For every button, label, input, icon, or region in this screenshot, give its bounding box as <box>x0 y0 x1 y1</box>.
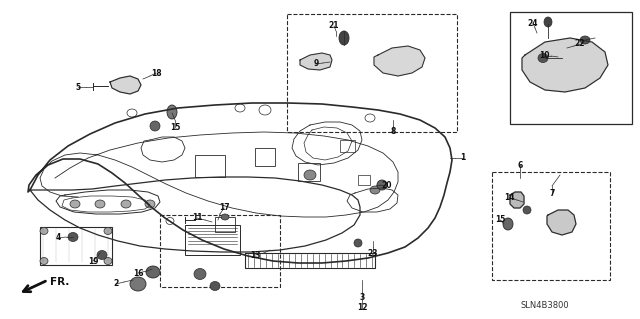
Text: 2: 2 <box>113 279 118 288</box>
Bar <box>255 148 275 166</box>
Ellipse shape <box>40 257 48 264</box>
Ellipse shape <box>121 200 131 208</box>
Ellipse shape <box>104 257 112 264</box>
Text: 24: 24 <box>528 19 538 27</box>
Ellipse shape <box>95 200 105 208</box>
Polygon shape <box>547 210 576 235</box>
Text: 20: 20 <box>381 182 392 190</box>
Ellipse shape <box>354 239 362 247</box>
Ellipse shape <box>40 227 48 234</box>
Bar <box>287 14 457 132</box>
Bar <box>185 225 240 255</box>
Ellipse shape <box>70 200 80 208</box>
Ellipse shape <box>145 200 155 208</box>
Bar <box>160 215 280 287</box>
Text: SLN4B3800: SLN4B3800 <box>521 300 570 309</box>
Polygon shape <box>374 46 425 76</box>
Text: 22: 22 <box>575 40 585 48</box>
Ellipse shape <box>146 266 160 278</box>
Ellipse shape <box>538 54 548 63</box>
Text: 17: 17 <box>219 204 229 212</box>
Ellipse shape <box>221 214 229 220</box>
Ellipse shape <box>167 105 177 119</box>
Text: 9: 9 <box>314 60 319 69</box>
Bar <box>510 12 632 124</box>
Ellipse shape <box>68 233 78 241</box>
Bar <box>492 172 610 280</box>
Bar <box>340 140 355 152</box>
Text: 8: 8 <box>390 128 396 137</box>
Ellipse shape <box>304 170 316 180</box>
Bar <box>40 227 112 265</box>
Polygon shape <box>510 192 524 208</box>
Bar <box>195 155 225 177</box>
Text: 11: 11 <box>192 213 202 222</box>
Ellipse shape <box>544 17 552 27</box>
Text: 15: 15 <box>170 122 180 131</box>
Ellipse shape <box>130 277 146 291</box>
Text: 23: 23 <box>368 249 378 257</box>
Polygon shape <box>110 76 141 94</box>
Text: 4: 4 <box>56 234 61 242</box>
Text: 16: 16 <box>132 269 143 278</box>
Bar <box>358 175 370 185</box>
Ellipse shape <box>194 269 206 279</box>
Ellipse shape <box>97 250 107 259</box>
Ellipse shape <box>370 186 380 194</box>
Text: FR.: FR. <box>50 277 69 287</box>
Ellipse shape <box>580 36 590 44</box>
Polygon shape <box>522 38 608 92</box>
Bar <box>298 163 320 181</box>
Ellipse shape <box>210 281 220 291</box>
Ellipse shape <box>523 206 531 214</box>
Ellipse shape <box>150 121 160 131</box>
Bar <box>215 217 235 232</box>
Text: 6: 6 <box>517 160 523 169</box>
Ellipse shape <box>339 31 349 45</box>
Text: 12: 12 <box>356 303 367 313</box>
Text: 15: 15 <box>495 216 505 225</box>
Text: 1: 1 <box>460 153 466 162</box>
Polygon shape <box>300 53 332 70</box>
Text: 7: 7 <box>549 189 555 197</box>
Text: 21: 21 <box>329 21 339 31</box>
Text: 3: 3 <box>360 293 365 301</box>
Text: 14: 14 <box>504 194 515 203</box>
Text: 13: 13 <box>250 250 260 259</box>
Text: 18: 18 <box>150 69 161 78</box>
Ellipse shape <box>377 180 387 190</box>
Ellipse shape <box>503 218 513 230</box>
Text: 10: 10 <box>539 51 549 61</box>
Text: 5: 5 <box>76 83 81 92</box>
Text: 19: 19 <box>88 256 99 265</box>
Ellipse shape <box>104 227 112 234</box>
